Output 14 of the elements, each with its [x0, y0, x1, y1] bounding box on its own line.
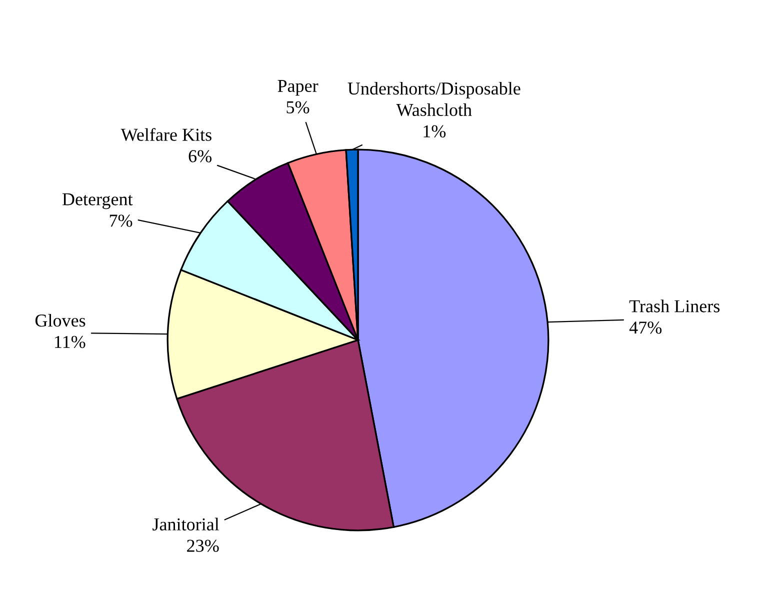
data-label: 5% [286, 101, 310, 114]
slice-label: Welfare Kits [120, 128, 212, 142]
data-label: 47% [629, 322, 662, 334]
slice-label: Gloves [35, 314, 86, 327]
slice-label: Detergent [62, 193, 133, 210]
slice-label: Paper [278, 80, 318, 96]
slice-label: Janitorial [152, 518, 220, 530]
data-label: 6% [188, 150, 212, 162]
data-label: 11% [55, 336, 86, 348]
slice-label: Trash Liners [629, 300, 720, 312]
data-label: 1% [424, 125, 446, 138]
data-label: 23% [187, 540, 219, 552]
data-label: 7% [110, 214, 132, 227]
slice-label: Undershorts/Disposable Washcloth [348, 82, 520, 116]
